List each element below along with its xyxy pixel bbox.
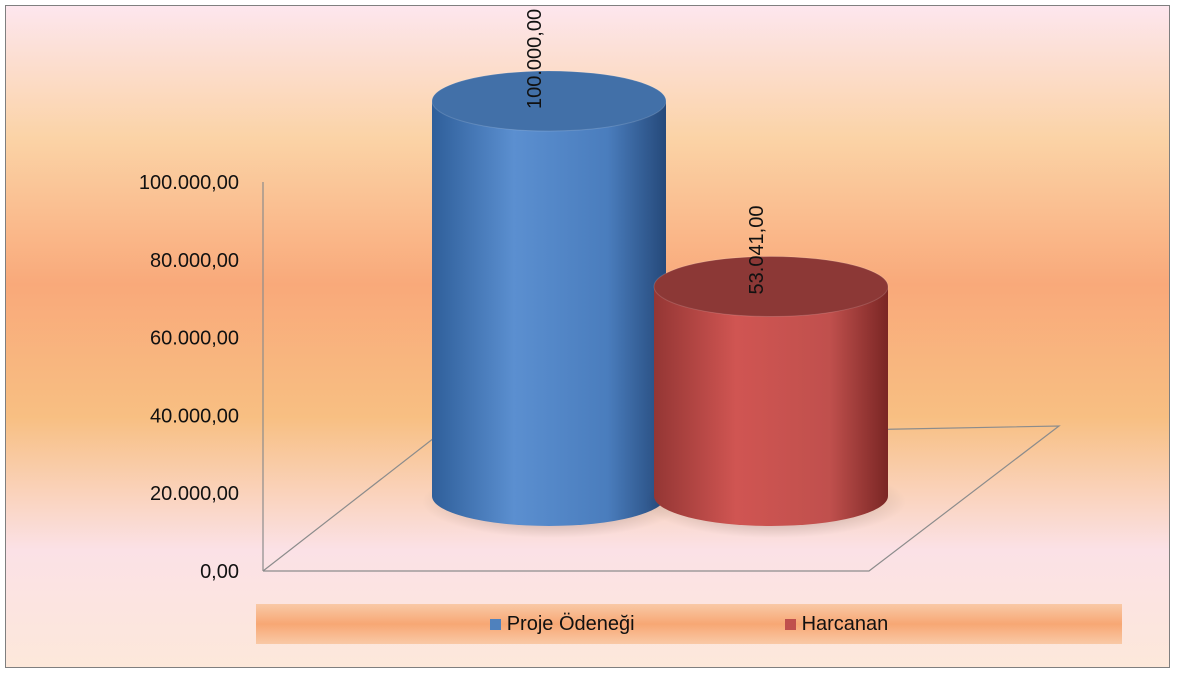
legend-label-proje-odenegi: Proje Ödeneği	[506, 612, 635, 635]
floor-outline	[262, 425, 1061, 572]
y-tick-label: 40.000,00	[150, 405, 239, 427]
chart-frame: 0,00 20.000,00 40.000,00 60.000,00 80.000,00…	[5, 5, 1170, 668]
legend-swatch-blue	[489, 618, 501, 630]
legend: Proje Ödeneği Harcanan	[256, 604, 1122, 644]
bars-layer	[422, 70, 906, 538]
legend-item-proje-odenegi[interactable]: Proje Ödeneği	[489, 612, 635, 636]
axes-layer: 0,00 20.000,00 40.000,00 60.000,00 80.000,00…	[139, 172, 1061, 583]
y-tick-label: 80.000,00	[150, 250, 239, 272]
legend-swatch-red	[784, 618, 796, 630]
y-tick-label: 60.000,00	[150, 328, 239, 350]
labels-layer: 100.000,00 53.041,00	[524, 9, 768, 295]
chart-canvas: 0,00 20.000,00 40.000,00 60.000,00 80.000,00…	[6, 6, 1169, 667]
legend-label-harcanan: Harcanan	[801, 612, 889, 635]
y-tick-label: 100.000,00	[139, 172, 239, 194]
bar-top	[653, 255, 889, 317]
bar-body	[654, 286, 888, 526]
bar-body	[432, 101, 666, 526]
bar-proje-odenegi[interactable]	[422, 70, 684, 538]
bar-value-label: 100.000,00	[524, 9, 546, 109]
y-tick-label: 0,00	[200, 561, 239, 583]
bar-harcanan[interactable]	[644, 255, 906, 538]
legend-item-harcanan[interactable]: Harcanan	[784, 612, 889, 636]
bar-top	[431, 70, 667, 132]
y-tick-label: 20.000,00	[150, 483, 239, 505]
bar-value-label: 53.041,00	[746, 206, 768, 295]
